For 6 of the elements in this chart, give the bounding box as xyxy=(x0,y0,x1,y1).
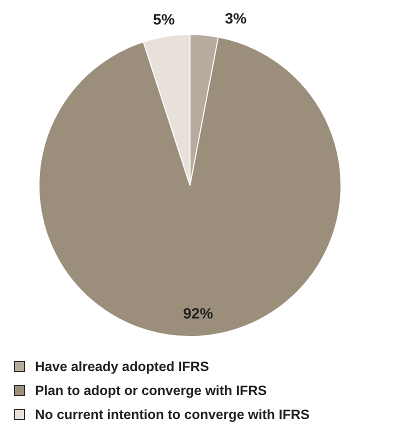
data-label: 5% xyxy=(153,12,175,29)
legend-label: No current intention to converge with IFRS xyxy=(35,406,310,422)
data-label: 92% xyxy=(183,305,214,322)
data-label: 3% xyxy=(224,10,247,28)
legend-label: Plan to adopt or converge with IFRS xyxy=(35,382,267,398)
legend-label: Have already adopted IFRS xyxy=(35,358,210,374)
